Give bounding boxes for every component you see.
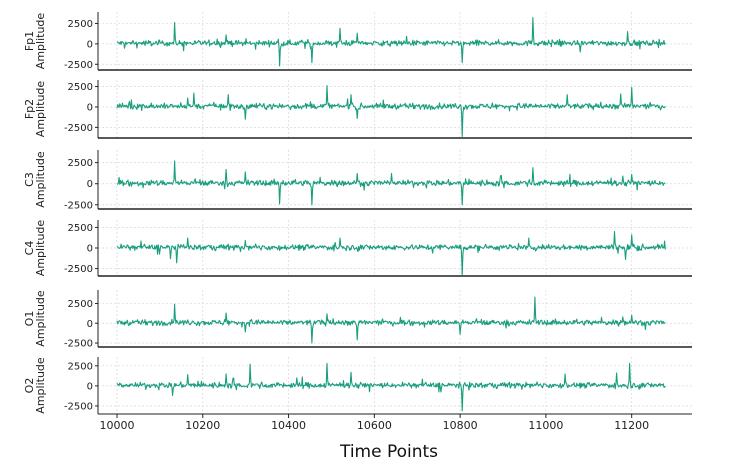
y-tick-label: 0 <box>87 102 93 113</box>
channel-panel-fp1: 2500 0 -2500 Fp1Amplitude <box>23 12 692 71</box>
channel-panels: 25000-2500Fp1Amplitude25000-2500Fp2Ampli… <box>23 12 692 415</box>
y-axis-label-line: C4 <box>23 241 36 256</box>
y-tick-label: 2500 <box>68 19 93 30</box>
y-tick-label: 2500 <box>68 299 93 310</box>
y-axis-label-fp1: Fp1Amplitude <box>23 13 47 70</box>
channel-panel-fp2: 2500 0 -2500 Fp2Amplitude <box>23 80 692 139</box>
y-axis-label-line: Amplitude <box>34 220 47 277</box>
y-tick-label: 0 <box>87 244 93 255</box>
signal-line-c3 <box>116 160 666 206</box>
channel-panel-o1: 2500 0 -2500 O1Amplitude <box>23 290 692 350</box>
y-axis-label-line: O1 <box>23 311 36 327</box>
x-tick-label: 11000 <box>528 419 563 432</box>
y-axis-label-line: Amplitude <box>34 151 47 208</box>
y-tick-label: 2500 <box>68 158 93 169</box>
y-tick-label: 0 <box>87 319 93 330</box>
y-axis-label-c3: C3Amplitude <box>23 151 47 208</box>
signal-line-o1 <box>116 296 666 344</box>
y-tick-label: 0 <box>87 179 93 190</box>
x-tick-label: 10000 <box>100 419 135 432</box>
y-tick-label: -2500 <box>64 60 93 71</box>
y-axis-label-line: Amplitude <box>34 357 47 414</box>
y-axis-label-c4: C4Amplitude <box>23 220 47 277</box>
x-axis: 10000 10200 10400 10600 10800 11000 11200 <box>100 414 649 432</box>
x-tick-label: 11200 <box>614 419 649 432</box>
y-tick-label: 2500 <box>68 223 93 234</box>
y-tick-label: -2500 <box>64 123 93 134</box>
y-axis-label-line: Amplitude <box>34 13 47 70</box>
y-axis-label-line: C3 <box>23 172 36 187</box>
y-tick-label: -2500 <box>64 264 93 275</box>
y-tick-label: 0 <box>87 39 93 50</box>
x-tick-label: 10600 <box>357 419 392 432</box>
y-tick-label: 0 <box>87 381 93 392</box>
y-axis-label-line: Amplitude <box>34 290 47 347</box>
x-axis-label: Time Points <box>339 442 438 462</box>
signal-line-c4 <box>116 230 666 276</box>
y-axis-label-o2: O2Amplitude <box>23 357 47 414</box>
y-tick-label: -2500 <box>64 339 93 350</box>
channel-panel-c3: 2500 0 -2500 C3Amplitude <box>23 150 692 211</box>
y-axis-label-line: O2 <box>23 378 36 394</box>
y-axis-label-line: Fp2 <box>23 99 36 119</box>
channel-panel-o2: 2500 0 -2500 O2Amplitude <box>23 357 692 415</box>
y-tick-label: 2500 <box>68 82 93 93</box>
x-tick-label: 10800 <box>443 419 478 432</box>
x-tick-label: 10400 <box>271 419 306 432</box>
signal-line-fp1 <box>116 17 666 67</box>
y-tick-label: 2500 <box>68 361 93 372</box>
y-axis-label-fp2: Fp2Amplitude <box>23 81 47 138</box>
y-tick-label: -2500 <box>64 401 93 412</box>
y-axis-label-line: Amplitude <box>34 81 47 138</box>
channel-panel-c4: 2500 0 -2500 C4Amplitude <box>23 220 692 277</box>
signal-line-o2 <box>116 362 666 412</box>
x-tick-label: 10200 <box>185 419 220 432</box>
y-axis-label-line: Fp1 <box>23 31 36 51</box>
signal-line-fp2 <box>116 85 666 137</box>
y-axis-label-o1: O1Amplitude <box>23 290 47 347</box>
y-tick-label: -2500 <box>64 200 93 211</box>
